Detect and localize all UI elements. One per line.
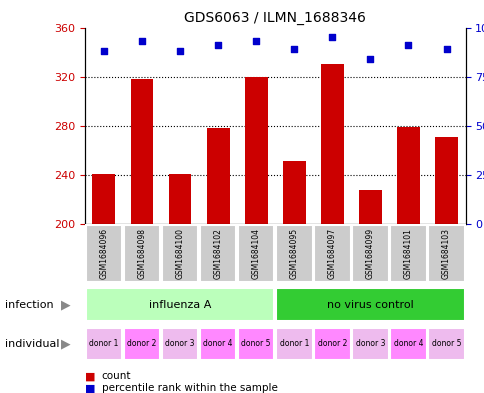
Bar [244,77,267,224]
Text: GSM1684095: GSM1684095 [289,228,298,279]
Bar [320,64,343,224]
Text: no virus control: no virus control [326,299,413,310]
Text: count: count [102,371,131,382]
Text: GSM1684101: GSM1684101 [403,228,412,279]
Bar [396,127,419,224]
FancyBboxPatch shape [162,225,198,282]
FancyBboxPatch shape [238,328,274,360]
Text: donor 5: donor 5 [241,340,271,348]
FancyBboxPatch shape [86,288,274,321]
FancyBboxPatch shape [238,225,274,282]
FancyBboxPatch shape [275,288,464,321]
Point [328,34,335,40]
Text: infection: infection [5,299,53,310]
FancyBboxPatch shape [427,328,464,360]
FancyBboxPatch shape [162,328,198,360]
Text: donor 4: donor 4 [393,340,423,348]
Point [252,38,259,44]
Point [138,38,146,44]
FancyBboxPatch shape [390,328,426,360]
Text: GSM1684104: GSM1684104 [251,228,260,279]
Point [100,48,107,54]
FancyBboxPatch shape [275,225,312,282]
Text: donor 1: donor 1 [279,340,308,348]
Point [176,48,183,54]
Point [442,46,450,52]
Text: ■: ■ [85,371,95,382]
Bar [282,162,305,224]
FancyBboxPatch shape [351,328,388,360]
Text: donor 3: donor 3 [355,340,384,348]
FancyBboxPatch shape [199,225,236,282]
Text: GSM1684102: GSM1684102 [213,228,222,279]
FancyBboxPatch shape [199,328,236,360]
FancyBboxPatch shape [427,225,464,282]
Point [214,42,222,48]
Point [290,46,298,52]
Text: ■: ■ [85,383,95,393]
Point [366,56,374,62]
Text: donor 4: donor 4 [203,340,232,348]
Text: GSM1684096: GSM1684096 [99,228,108,279]
Text: GSM1684098: GSM1684098 [137,228,146,279]
Text: donor 1: donor 1 [89,340,119,348]
Text: donor 2: donor 2 [127,340,156,348]
FancyBboxPatch shape [123,328,160,360]
Text: donor 2: donor 2 [317,340,347,348]
Bar [92,174,115,224]
Point [404,42,411,48]
Text: GSM1684100: GSM1684100 [175,228,184,279]
FancyBboxPatch shape [351,225,388,282]
Text: percentile rank within the sample: percentile rank within the sample [102,383,277,393]
Text: individual: individual [5,339,59,349]
Bar [168,174,191,224]
Bar [434,137,457,224]
Text: ▶: ▶ [60,337,70,351]
FancyBboxPatch shape [123,225,160,282]
Text: ▶: ▶ [60,298,70,311]
Text: donor 3: donor 3 [165,340,195,348]
Bar [130,79,153,224]
Text: donor 5: donor 5 [431,340,460,348]
Text: influenza A: influenza A [149,299,211,310]
FancyBboxPatch shape [314,225,350,282]
FancyBboxPatch shape [86,328,122,360]
FancyBboxPatch shape [86,225,122,282]
Text: GSM1684097: GSM1684097 [327,228,336,279]
Text: GSM1684103: GSM1684103 [441,228,450,279]
FancyBboxPatch shape [314,328,350,360]
Text: GSM1684099: GSM1684099 [365,228,374,279]
Bar [206,128,229,224]
Bar [358,189,381,224]
FancyBboxPatch shape [275,328,312,360]
FancyBboxPatch shape [390,225,426,282]
Title: GDS6063 / ILMN_1688346: GDS6063 / ILMN_1688346 [184,11,365,25]
